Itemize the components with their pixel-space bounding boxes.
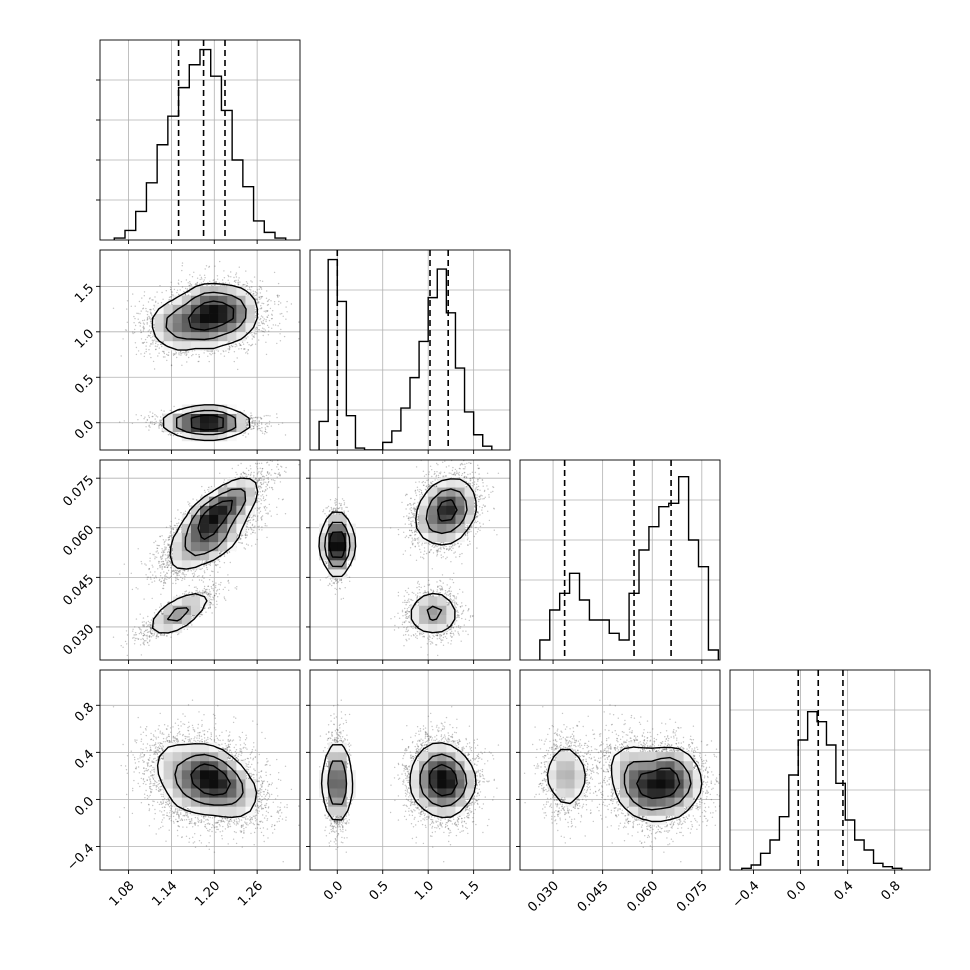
histogram-steps — [741, 710, 903, 870]
panel-frame — [99, 459, 301, 661]
x-tick-label: 0.8 — [879, 878, 904, 903]
density-bins — [154, 478, 255, 634]
x-tick-label: 0.075 — [674, 878, 711, 915]
histogram-steps — [318, 258, 493, 450]
x-tick-label: 0.030 — [525, 878, 562, 915]
panel-frame — [99, 249, 301, 451]
y-tick-label: 0.075 — [60, 473, 97, 510]
y-tick-label: −0.4 — [64, 841, 97, 874]
contour-lines — [320, 742, 477, 821]
density-panel-3-1: 0.0 0.5 1.0 1.5 — [306, 669, 511, 904]
x-tick-label: 0.045 — [575, 878, 612, 915]
x-tick-label: 1.08 — [107, 878, 138, 909]
panel-frame — [99, 39, 301, 241]
x-tick-label: 1.14 — [149, 878, 180, 909]
histogram-panel-3: −0.4 0.0 0.4 0.8 — [729, 669, 931, 911]
panel-frame — [729, 669, 931, 871]
density-panel-1-0: 0.0 0.5 1.0 1.5 — [72, 249, 301, 454]
y-tick-label: 0.030 — [60, 622, 97, 659]
x-tick-label: 0.4 — [831, 878, 856, 903]
histogram-panel-2 — [519, 459, 721, 664]
panel-frame — [99, 669, 301, 871]
density-bins — [154, 286, 255, 442]
x-tick-label: −0.4 — [730, 878, 763, 911]
x-tick-label: 1.20 — [192, 878, 223, 909]
contour-lines — [156, 743, 258, 819]
contour-lines — [546, 746, 703, 823]
panel-frame — [309, 249, 511, 451]
contour-lines — [151, 477, 259, 634]
y-tick-label: 1.0 — [72, 327, 97, 352]
x-tick-label: 1.26 — [235, 878, 266, 909]
x-tick-label: 0.060 — [624, 878, 661, 915]
y-tick-label: 0.5 — [72, 372, 97, 397]
panel-frame — [309, 459, 511, 661]
density-bins — [319, 742, 474, 816]
density-panel-2-1 — [306, 459, 511, 664]
histogram-panel-1 — [309, 249, 511, 454]
panel-frame — [519, 669, 721, 871]
density-panel-3-0: 1.08 1.14 1.20 1.26 −0.4 0.0 0.4 0.8 — [64, 669, 301, 910]
y-tick-label: 0.8 — [72, 700, 97, 725]
contour-lines — [318, 478, 477, 634]
x-tick-label: 0.0 — [784, 878, 809, 903]
x-tick-label: 0.5 — [367, 878, 392, 903]
density-bins — [547, 742, 703, 825]
y-tick-label: 0.045 — [60, 572, 97, 609]
histogram-steps — [113, 48, 287, 240]
x-tick-label: 0.0 — [321, 878, 346, 903]
y-tick-label: 0.060 — [60, 522, 97, 559]
contour-lines — [151, 282, 259, 442]
x-tick-label: 1.0 — [412, 878, 437, 903]
y-tick-label: 1.5 — [72, 281, 97, 306]
y-tick-label: 0.4 — [72, 747, 97, 772]
panel-frame — [309, 669, 511, 871]
panel-frame — [519, 459, 721, 661]
x-tick-label: 1.5 — [457, 878, 482, 903]
y-tick-label: 0.0 — [72, 417, 97, 442]
density-panel-2-0: 0.030 0.045 0.060 0.075 — [60, 459, 301, 664]
y-tick-label: 0.0 — [72, 794, 97, 819]
density-panel-3-2: 0.030 0.045 0.060 0.075 — [516, 669, 721, 915]
histogram-panel-0 — [96, 39, 301, 244]
histogram-steps — [539, 475, 720, 660]
